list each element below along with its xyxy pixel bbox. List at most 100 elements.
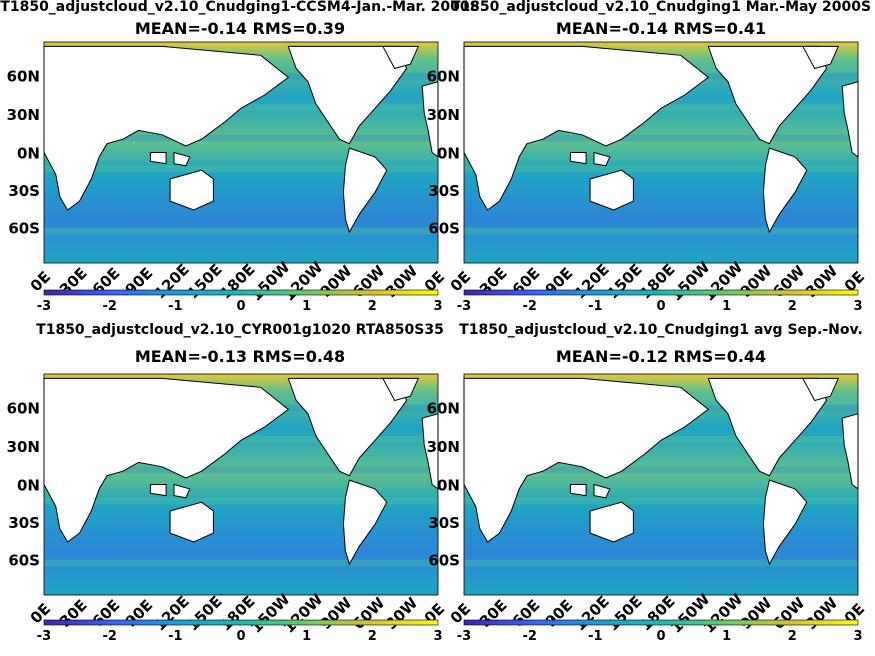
x-tick-label: 30W xyxy=(802,594,842,634)
anomaly-band xyxy=(464,528,858,536)
land-mass xyxy=(463,45,710,211)
land-mass xyxy=(801,45,840,70)
land-mass xyxy=(762,147,808,234)
land-mass xyxy=(173,151,191,167)
anomaly-band xyxy=(44,134,438,142)
x-tick-label: 90E xyxy=(122,596,157,631)
colorbar-tick-label: -1 xyxy=(588,299,602,314)
anomaly-band xyxy=(464,559,858,567)
land-mass xyxy=(287,377,408,477)
anomaly-band xyxy=(44,196,438,204)
land-mass xyxy=(589,169,634,211)
colorbar-tick-label: 0 xyxy=(236,299,245,314)
land-mass xyxy=(593,151,611,167)
y-tick-label: 30S xyxy=(428,182,460,200)
colorbar-tick-label: 2 xyxy=(788,299,797,314)
y-tick-label: 60N xyxy=(427,399,460,417)
colorbar-tick-label: -3 xyxy=(37,299,51,314)
land-mass xyxy=(43,45,290,211)
land-mass xyxy=(801,377,840,402)
map-panel-3: T1850_adjustcloud_v2.10_CYR001g1020 RTA8… xyxy=(7,322,449,644)
panel-title: T1850_adjustcloud_v2.10_CYR001g1020 RTA8… xyxy=(36,322,444,338)
panel-title: T1850_adjustcloud_v2.10_Cnudging1-CCSM4-… xyxy=(0,0,479,15)
y-tick-label: 30S xyxy=(8,514,40,532)
axes-frame xyxy=(43,373,439,596)
land-mass xyxy=(173,483,191,499)
y-tick-label: 60S xyxy=(428,220,460,238)
y-tick-label: 60S xyxy=(8,220,40,238)
land-mass xyxy=(342,479,388,566)
x-tick-label: 60W xyxy=(769,594,809,634)
panel-subtitle: MEAN=-0.13 RMS=0.48 xyxy=(135,347,345,366)
x-tick-label: 120E xyxy=(571,260,613,302)
anomaly-band xyxy=(464,497,858,505)
land-mass xyxy=(589,501,634,543)
x-tick-label: 90E xyxy=(542,596,577,631)
x-tick-label: 30E xyxy=(56,596,91,631)
colorbar-tick-label: -2 xyxy=(522,629,536,644)
colorbar xyxy=(463,289,859,296)
y-tick-label: 60N xyxy=(7,399,40,417)
y-tick-label: 30S xyxy=(428,514,460,532)
y-tick-label: 30N xyxy=(7,106,40,124)
colorbar-tick-label: -3 xyxy=(457,299,471,314)
anomaly-band xyxy=(464,466,858,474)
colorbar-tick-label: -2 xyxy=(102,629,116,644)
colorbar-tick-label: -3 xyxy=(37,629,51,644)
anomaly-band xyxy=(464,134,858,142)
colorbar-tick-label: -1 xyxy=(168,299,182,314)
y-tick-label: 0N xyxy=(437,145,460,163)
colorbar-tick-label: 3 xyxy=(433,299,442,314)
y-tick-label: 60S xyxy=(8,552,40,570)
x-tick-label: 150E xyxy=(604,260,646,302)
x-tick-label: 150E xyxy=(604,592,646,634)
land-mass xyxy=(569,152,587,165)
anomaly-band xyxy=(44,528,438,536)
colorbar-tick-label: -3 xyxy=(457,629,471,644)
map-panel-4: T1850_adjustcloud_v2.10_Cnudging1 avg Se… xyxy=(427,322,869,644)
colorbar-tick-label: 0 xyxy=(236,629,245,644)
land-mass xyxy=(569,484,587,497)
colorbar-tick-label: 2 xyxy=(368,299,377,314)
land-mass xyxy=(762,479,808,566)
x-tick-label: 30E xyxy=(476,596,511,631)
axes-frame xyxy=(43,41,439,264)
colorbar-tick-label: 3 xyxy=(433,629,442,644)
land-mass xyxy=(149,484,167,497)
anomaly-band xyxy=(44,497,438,505)
y-tick-label: 30N xyxy=(427,438,460,456)
colorbar-tick-label: 0 xyxy=(656,299,665,314)
colorbar-tick-label: 2 xyxy=(788,629,797,644)
colorbar-tick-label: -2 xyxy=(522,299,536,314)
x-tick-label: 60E xyxy=(509,596,544,631)
land-mass xyxy=(707,377,828,477)
anomaly-band xyxy=(44,227,438,235)
panel-subtitle: MEAN=-0.12 RMS=0.44 xyxy=(556,347,766,366)
anomaly-band xyxy=(44,466,438,474)
anomaly-band xyxy=(464,165,858,173)
colorbar-tick-label: 0 xyxy=(656,629,665,644)
land-mass xyxy=(149,152,167,165)
colorbar-tick-label: 2 xyxy=(368,629,377,644)
x-tick-label: 30W xyxy=(382,594,422,634)
anomaly-band xyxy=(44,165,438,173)
land-mass xyxy=(707,45,828,145)
y-tick-label: 60S xyxy=(428,552,460,570)
colorbar xyxy=(43,619,439,626)
panel-title: T1850_adjustcloud_v2.10_Cnudging1 avg Se… xyxy=(459,322,863,338)
colorbar-tick-label: -2 xyxy=(102,299,116,314)
colorbar-tick-label: 1 xyxy=(722,299,731,314)
panel-title: T1850_adjustcloud_v2.10_Cnudging1 Mar.-M… xyxy=(451,0,871,15)
anomaly-band xyxy=(464,227,858,235)
axes-frame xyxy=(463,41,859,264)
land-mass xyxy=(381,45,420,70)
y-tick-label: 30N xyxy=(7,438,40,456)
colorbar-tick-label: 1 xyxy=(722,629,731,644)
y-tick-label: 0N xyxy=(437,477,460,495)
colorbar-tick-label: 3 xyxy=(853,629,862,644)
land-mass xyxy=(43,377,290,543)
x-tick-label: 150E xyxy=(184,260,226,302)
land-mass xyxy=(169,501,214,543)
map-panel-2: T1850_adjustcloud_v2.10_Cnudging1 Mar.-M… xyxy=(427,0,872,314)
